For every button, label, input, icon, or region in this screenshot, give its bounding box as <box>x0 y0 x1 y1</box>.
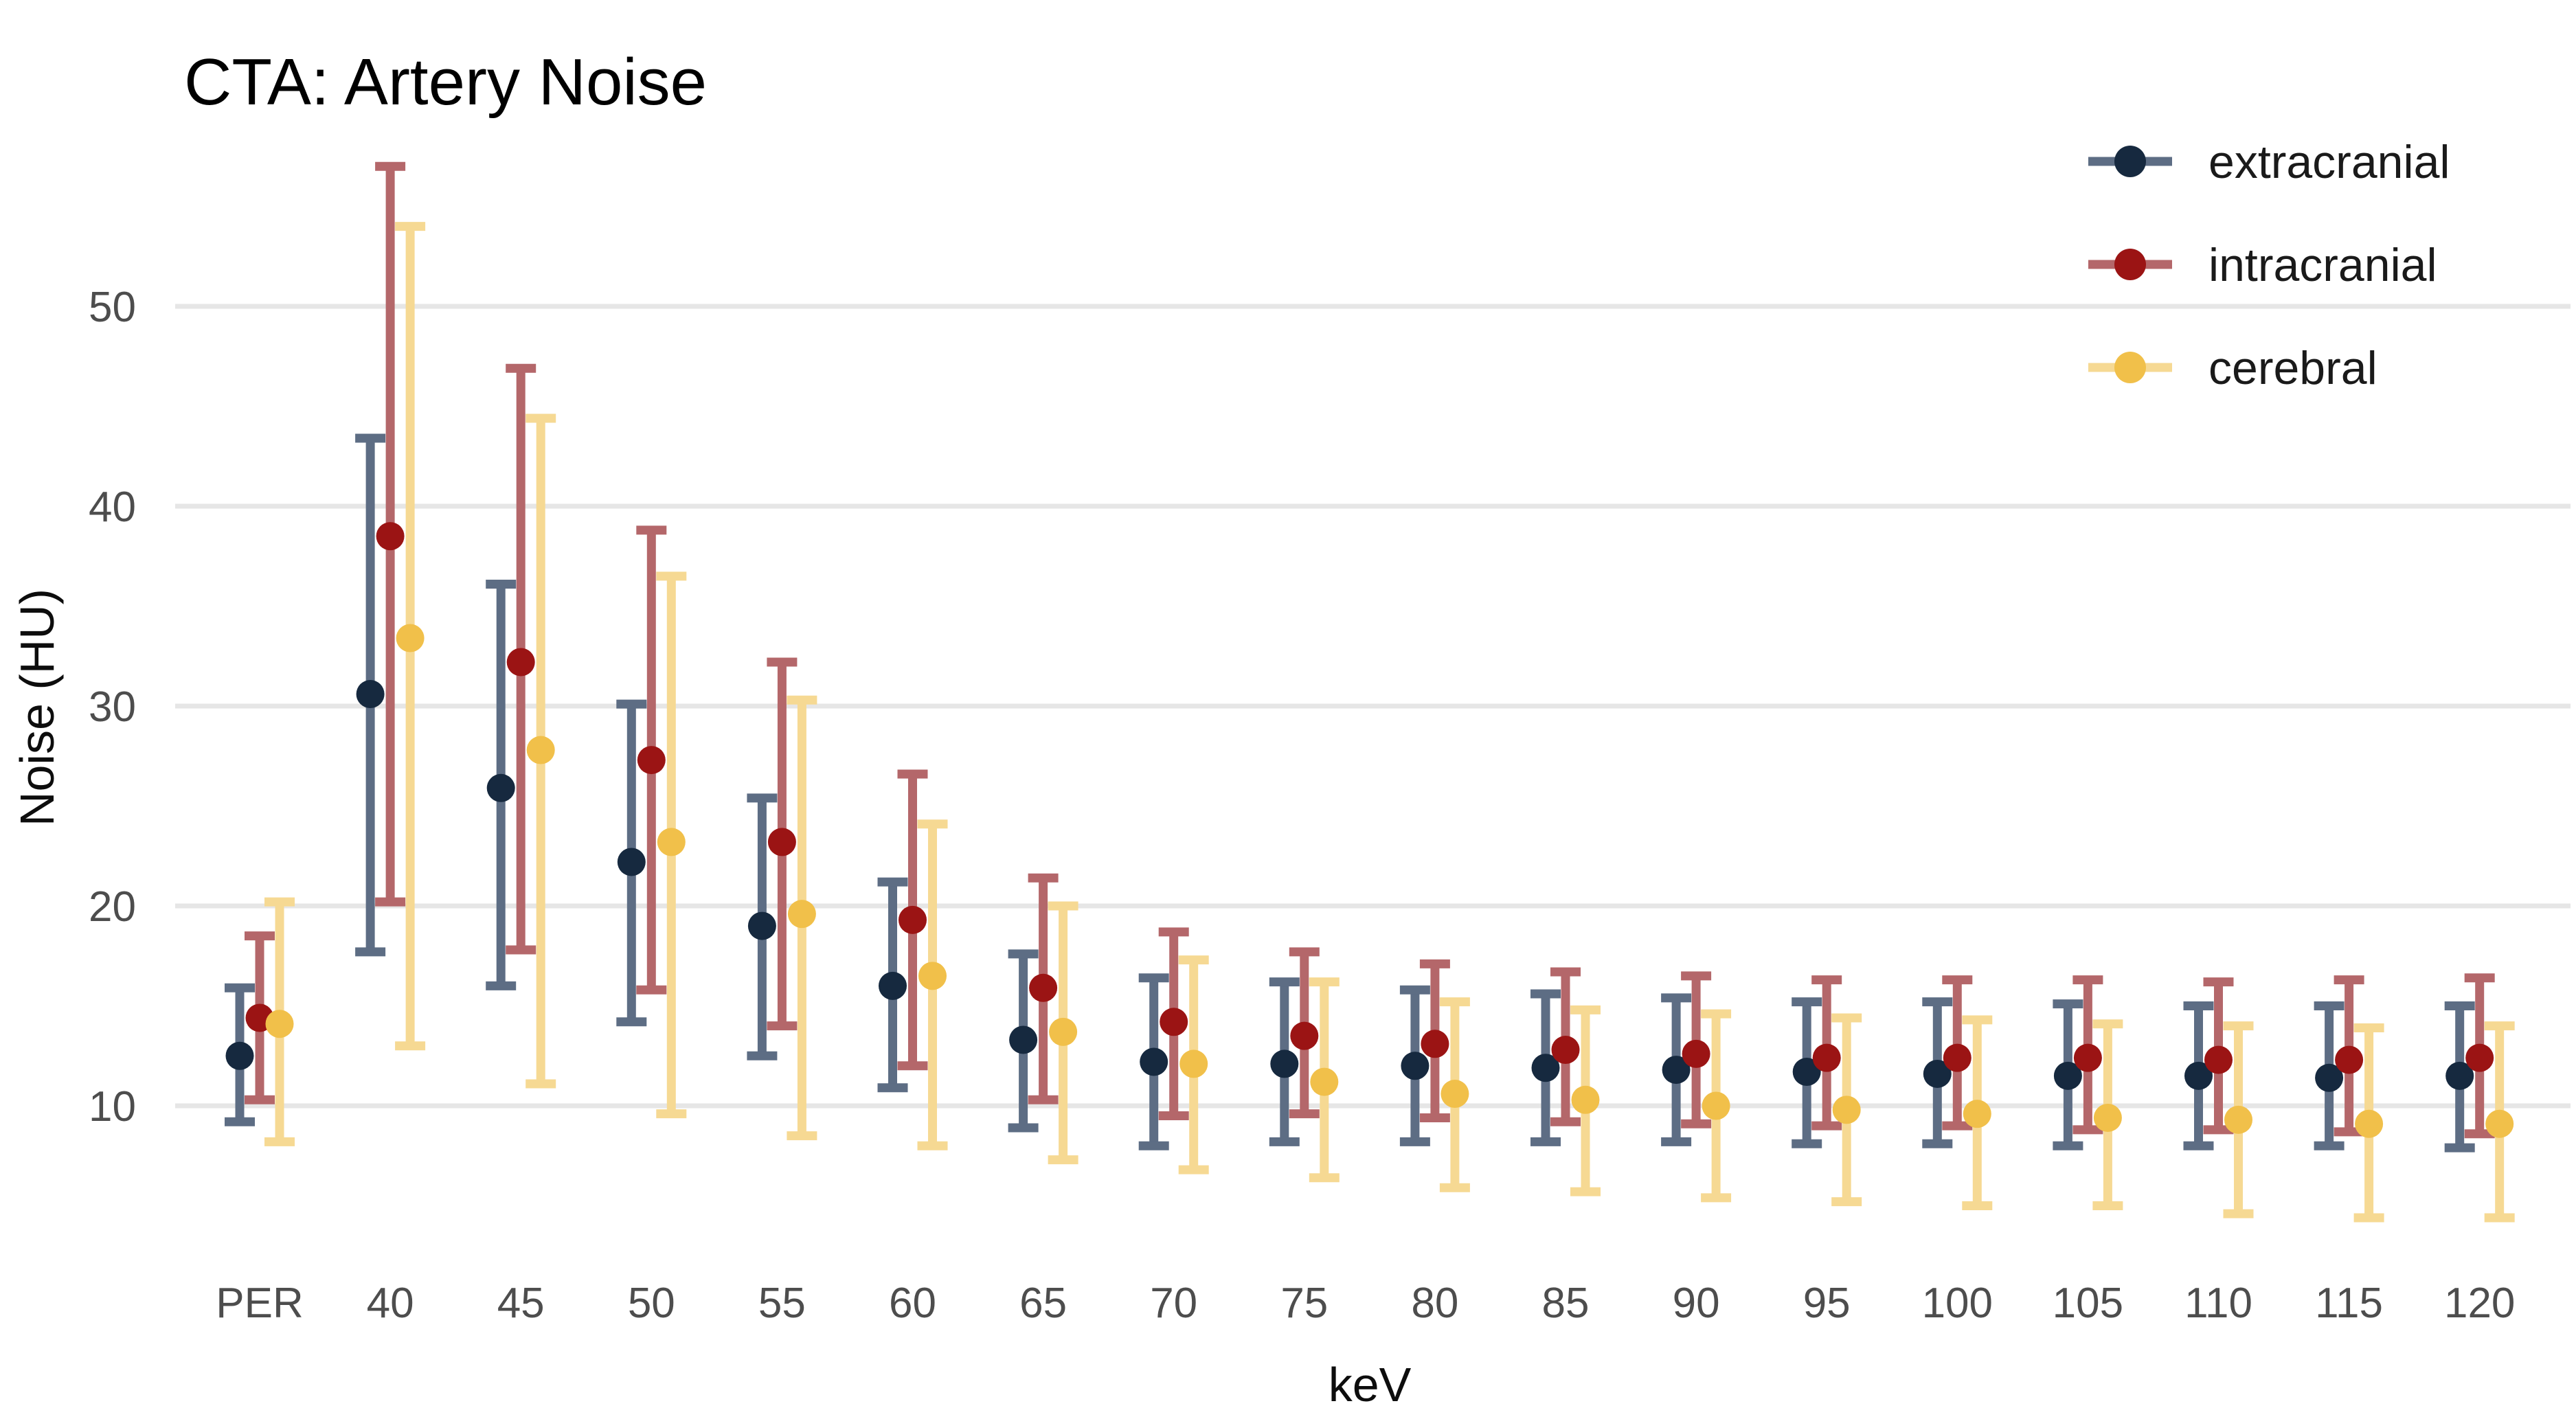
y-tick-label: 10 <box>89 1083 136 1131</box>
x-tick-label: 100 <box>1922 1280 1993 1327</box>
data-point-intracranial <box>376 522 405 551</box>
x-tick-label: 95 <box>1803 1280 1851 1327</box>
data-point-cerebral <box>787 900 816 929</box>
data-point-cerebral <box>265 1010 294 1038</box>
data-point-cerebral <box>2355 1109 2384 1138</box>
legend-key-dot <box>2114 249 2146 280</box>
data-point-intracranial <box>1812 1043 1841 1072</box>
x-tick-label: 115 <box>2315 1280 2383 1327</box>
data-point-extracranial <box>486 773 515 802</box>
data-point-extracranial <box>2445 1061 2474 1090</box>
data-point-extracranial <box>747 911 776 940</box>
y-tick-label: 20 <box>89 883 136 931</box>
legend-key-dot <box>2114 352 2146 383</box>
data-point-extracranial <box>1009 1025 1038 1054</box>
series-layer <box>225 161 2515 1223</box>
grid-layer <box>175 304 2571 1109</box>
data-point-cerebral <box>1179 1049 1208 1078</box>
data-point-extracranial <box>225 1041 254 1070</box>
x-tick-label: 55 <box>758 1280 806 1327</box>
data-point-cerebral <box>1963 1100 1991 1128</box>
data-point-intracranial <box>1029 973 1058 1002</box>
data-point-cerebral <box>1832 1096 1861 1124</box>
data-point-intracranial <box>506 648 535 677</box>
data-point-cerebral <box>1049 1017 1078 1046</box>
y-axis-title: Noise (HU) <box>10 589 64 826</box>
legend-layer: extracranial intracranial cerebral <box>2088 136 2450 394</box>
x-tick-label: 50 <box>628 1280 675 1327</box>
data-point-extracranial <box>879 971 907 1000</box>
x-tick-label: 75 <box>1280 1280 1328 1327</box>
data-point-extracranial <box>2184 1061 2213 1090</box>
x-tick-label: 80 <box>1411 1280 1458 1327</box>
data-point-cerebral <box>2093 1103 2122 1132</box>
data-point-intracranial <box>1290 1021 1319 1050</box>
x-axis-title: keV <box>1329 1358 1412 1411</box>
x-tick-label: 110 <box>2184 1280 2252 1327</box>
data-point-intracranial <box>1682 1039 1710 1068</box>
data-point-cerebral <box>657 828 686 856</box>
data-point-cerebral <box>918 962 947 990</box>
y-tick-label: 50 <box>89 284 136 331</box>
data-point-extracranial <box>617 848 646 876</box>
data-point-extracranial <box>1792 1058 1821 1087</box>
x-tick-label: 120 <box>2444 1280 2515 1327</box>
data-point-intracranial <box>1943 1043 1971 1072</box>
x-tick-label: 70 <box>1150 1280 1197 1327</box>
data-point-cerebral <box>1571 1085 1600 1114</box>
data-point-cerebral <box>526 736 555 764</box>
data-point-intracranial <box>2335 1045 2364 1074</box>
y-tick-label: 30 <box>89 683 136 731</box>
data-point-extracranial <box>2315 1063 2344 1092</box>
data-point-cerebral <box>1440 1080 1469 1109</box>
x-tick-label: 45 <box>497 1280 545 1327</box>
data-point-cerebral <box>396 624 425 652</box>
legend-label: intracranial <box>2208 239 2437 291</box>
data-point-intracranial <box>2465 1043 2494 1072</box>
data-point-intracranial <box>2204 1045 2233 1074</box>
data-point-cerebral <box>1310 1067 1339 1096</box>
data-point-cerebral <box>2485 1109 2514 1138</box>
data-point-intracranial <box>1160 1008 1188 1036</box>
data-point-intracranial <box>899 905 927 934</box>
y-tick-label: 40 <box>89 484 136 531</box>
data-point-cerebral <box>2224 1105 2252 1134</box>
legend-label: extracranial <box>2208 136 2450 188</box>
x-tick-label: 60 <box>889 1280 936 1327</box>
legend-label: cerebral <box>2208 342 2377 394</box>
data-point-extracranial <box>1923 1059 1952 1088</box>
x-tick-label: 90 <box>1673 1280 1720 1327</box>
data-point-intracranial <box>767 828 796 856</box>
legend-item-intracranial: intracranial <box>2088 239 2437 291</box>
chart-title: CTA: Artery Noise <box>184 45 707 119</box>
data-point-cerebral <box>1702 1091 1730 1120</box>
data-point-extracranial <box>1270 1049 1299 1078</box>
data-point-extracranial <box>1662 1056 1691 1085</box>
x-tick-label: 105 <box>2053 1280 2123 1327</box>
legend-item-extracranial: extracranial <box>2088 136 2450 188</box>
axis-layer: 10 20 30 40 50 PER 40 45 50 55 60 65 70 75 80 85 90 95 100… <box>89 284 2515 1327</box>
data-point-extracranial <box>1531 1054 1560 1082</box>
x-tick-label: 85 <box>1542 1280 1590 1327</box>
data-point-intracranial <box>637 746 666 775</box>
data-point-extracranial <box>1401 1052 1430 1080</box>
x-tick-label: 40 <box>367 1280 414 1327</box>
x-tick-label: 65 <box>1019 1280 1067 1327</box>
x-tick-label: PER <box>216 1280 303 1327</box>
data-point-intracranial <box>1421 1030 1449 1058</box>
data-point-intracranial <box>1551 1036 1580 1065</box>
legend-item-cerebral: cerebral <box>2088 342 2377 394</box>
data-point-extracranial <box>2053 1061 2082 1090</box>
data-point-intracranial <box>2073 1043 2102 1072</box>
data-point-extracranial <box>1140 1047 1168 1076</box>
data-point-extracranial <box>356 680 385 709</box>
legend-key-dot <box>2114 146 2146 177</box>
